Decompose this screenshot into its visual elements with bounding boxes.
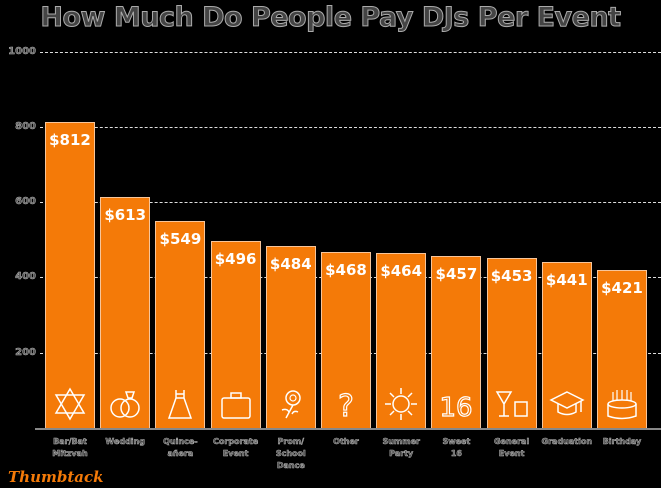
bar-value-label: $613 [104, 206, 147, 225]
category-label: Sweet 16 [442, 437, 471, 459]
bar-value-label: $549 [159, 230, 202, 249]
category-label: Corporate Event [213, 437, 259, 459]
graduation-cap-icon [543, 386, 591, 422]
category-label: General Event [493, 437, 530, 459]
y-tick-label: 200 [15, 346, 36, 358]
bar: $496 [210, 241, 261, 428]
bar: $549 [155, 221, 206, 428]
svg-text:?: ? [338, 389, 354, 422]
y-tick-label: 400 [15, 271, 36, 283]
bar-value-label: $453 [490, 266, 533, 285]
bar: $468? [321, 251, 371, 428]
bar: $453 [486, 257, 537, 428]
rose-icon [267, 386, 315, 422]
bar-value-label: $812 [49, 131, 91, 150]
bar: $812 [45, 122, 95, 428]
gridline [40, 126, 661, 128]
category-label: Graduation [541, 437, 593, 447]
chart-title: How Much Do People Pay DJs Per Event [40, 2, 622, 34]
bar-value-label: $484 [269, 254, 312, 273]
y-tick-label: 1000 [8, 45, 36, 57]
bar: $421 [597, 269, 647, 428]
category-label: Prom/ School Dance [275, 437, 306, 471]
y-tick-label: 800 [15, 120, 36, 132]
y-tick-label: 600 [15, 196, 36, 208]
briefcase-icon [212, 386, 260, 422]
bar: $484 [265, 245, 316, 428]
bar-value-label: $464 [380, 262, 423, 281]
svg-text:16: 16 [440, 393, 473, 422]
bar-value-label: $496 [214, 250, 257, 269]
bar-value-label: $421 [601, 278, 643, 297]
bar-value-label: $468 [325, 260, 367, 279]
x-axis-line [35, 428, 661, 430]
wedding-rings-icon [101, 386, 149, 422]
bar: $457 16 [431, 256, 482, 428]
category-label: Wedding [105, 437, 145, 447]
gridline [40, 202, 661, 204]
brand-logo: Thumbtack [8, 468, 104, 486]
category-label: Birthday [602, 437, 642, 447]
bar: $441 [541, 262, 592, 428]
bar-value-label: $457 [435, 265, 478, 284]
bar: $464 [376, 253, 427, 428]
bar-value-label: $441 [545, 271, 588, 290]
dress-icon [156, 386, 204, 422]
category-label: Other [333, 437, 359, 447]
sun-icon [377, 386, 425, 422]
cocktail-icon [488, 386, 536, 422]
category-label: Summer Party [382, 437, 420, 459]
category-label: Quince- añera [163, 437, 198, 459]
category-label: Bar/Bat Mitzvah [52, 437, 88, 459]
star-of-david-icon [46, 386, 94, 422]
gridline [40, 51, 661, 53]
bar: $613 [100, 197, 151, 428]
question-mark-icon: ? [322, 386, 370, 422]
sweet-16-icon: 16 [432, 386, 480, 422]
birthday-cake-icon [598, 386, 646, 422]
